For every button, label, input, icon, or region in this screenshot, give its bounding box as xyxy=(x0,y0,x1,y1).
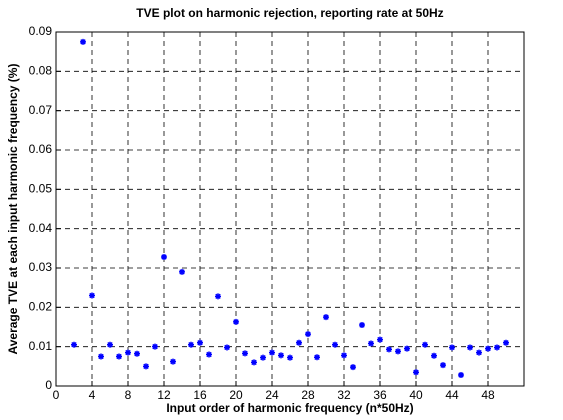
y-tick-label: 0 xyxy=(45,378,52,392)
marker xyxy=(413,369,419,376)
y-tick-label: 0.08 xyxy=(29,64,53,78)
y-tick-label: 0.02 xyxy=(29,300,53,314)
marker xyxy=(233,318,239,325)
marker xyxy=(314,354,320,361)
marker xyxy=(476,349,482,356)
marker xyxy=(242,350,248,357)
marker xyxy=(170,358,176,365)
x-tick-label: 8 xyxy=(125,388,132,402)
marker xyxy=(404,345,410,352)
marker xyxy=(431,352,437,359)
marker xyxy=(395,348,401,355)
y-tick-label: 0.07 xyxy=(29,103,53,117)
marker xyxy=(278,352,284,359)
marker xyxy=(134,350,140,357)
y-tick-label: 0.09 xyxy=(29,24,53,38)
marker xyxy=(206,351,212,358)
y-tick-label: 0.03 xyxy=(29,260,53,274)
marker xyxy=(197,339,203,346)
chart-title: TVE plot on harmonic rejection, reportin… xyxy=(136,6,443,20)
marker xyxy=(287,354,293,361)
marker xyxy=(80,38,86,45)
marker xyxy=(296,339,302,346)
marker xyxy=(377,336,383,343)
marker xyxy=(449,344,455,351)
x-tick-label: 4 xyxy=(89,388,96,402)
x-tick-label: 36 xyxy=(373,388,387,402)
marker xyxy=(341,352,347,359)
x-tick-label: 28 xyxy=(301,388,315,402)
x-tick-label: 16 xyxy=(193,388,207,402)
marker xyxy=(143,363,149,370)
marker xyxy=(179,268,185,275)
marker xyxy=(467,344,473,351)
y-tick-label: 0.01 xyxy=(29,339,53,353)
marker xyxy=(251,359,257,366)
y-tick-label: 0.04 xyxy=(29,221,53,235)
marker xyxy=(188,341,194,348)
x-tick-label: 44 xyxy=(445,388,459,402)
x-tick-label: 0 xyxy=(53,388,60,402)
marker xyxy=(107,341,113,348)
y-axis-label: Average TVE at each input harmonic frequ… xyxy=(6,64,20,355)
marker xyxy=(485,345,491,352)
marker xyxy=(350,364,356,371)
x-tick-label: 12 xyxy=(157,388,171,402)
x-tick-label: 48 xyxy=(481,388,495,402)
marker xyxy=(305,331,311,338)
marker xyxy=(224,344,230,351)
marker xyxy=(260,354,266,361)
marker xyxy=(359,322,365,329)
marker xyxy=(71,341,77,348)
marker xyxy=(386,346,392,353)
marker xyxy=(269,349,275,356)
x-axis-label: Input order of harmonic frequency (n*50H… xyxy=(166,401,413,415)
marker xyxy=(503,339,509,346)
marker xyxy=(215,293,221,300)
marker xyxy=(98,353,104,360)
y-tick-label: 0.05 xyxy=(29,182,53,196)
marker xyxy=(152,343,158,350)
marker xyxy=(458,371,464,378)
y-tick-label: 0.06 xyxy=(29,142,53,156)
marker xyxy=(494,344,500,351)
marker xyxy=(440,362,446,369)
marker xyxy=(125,349,131,356)
plot-frame xyxy=(55,31,525,387)
marker xyxy=(332,341,338,348)
marker xyxy=(161,253,167,260)
marker xyxy=(89,292,95,299)
x-tick-label: 20 xyxy=(229,388,243,402)
x-tick-label: 32 xyxy=(337,388,351,402)
x-tick-label: 24 xyxy=(265,388,279,402)
marker xyxy=(323,314,329,321)
marker xyxy=(116,353,122,360)
marker xyxy=(368,340,374,347)
marker xyxy=(422,341,428,348)
x-tick-label: 40 xyxy=(409,388,423,402)
